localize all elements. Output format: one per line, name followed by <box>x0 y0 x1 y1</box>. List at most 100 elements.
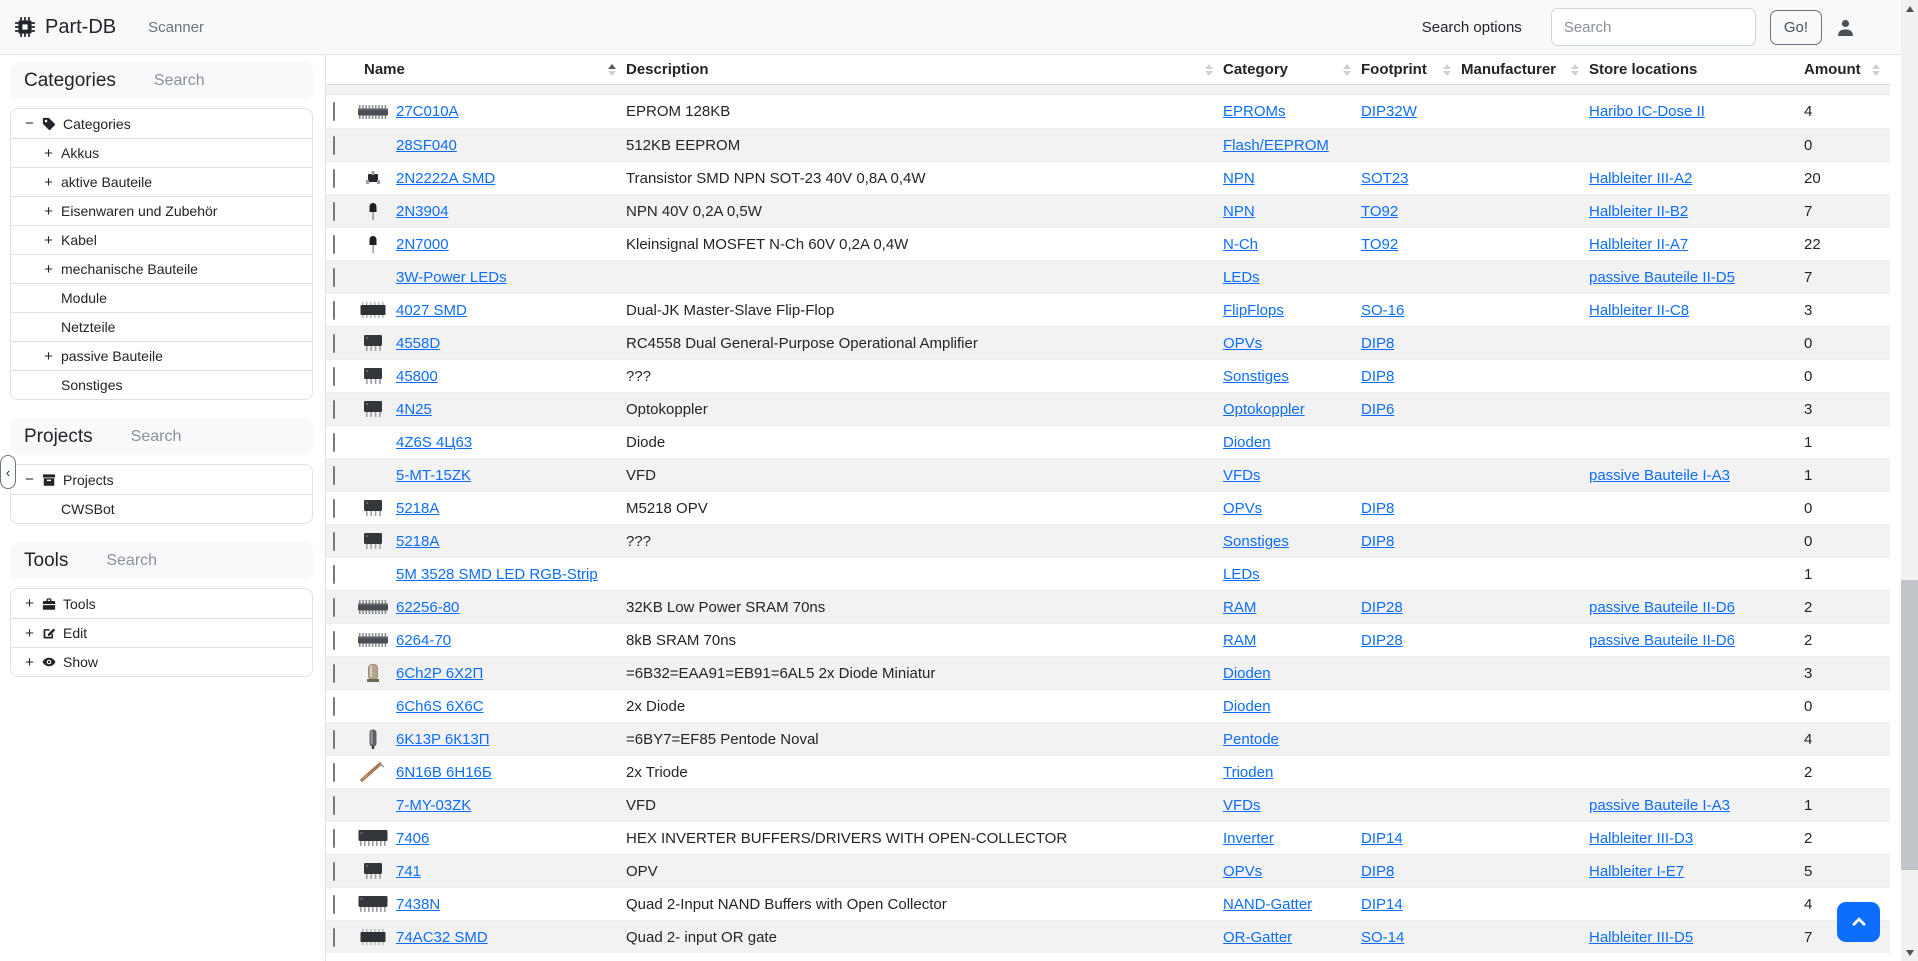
store-location-link[interactable]: Halbleiter I-E7 <box>1589 862 1685 880</box>
category-link[interactable]: OPVs <box>1223 499 1263 517</box>
part-name-link[interactable]: 7-MY-03ZK <box>396 796 472 814</box>
go-button[interactable]: Go! <box>1769 9 1822 45</box>
footprint-link[interactable]: DIP8 <box>1361 334 1395 352</box>
store-location-link[interactable]: passive Bauteile II-D6 <box>1589 598 1735 616</box>
row-checkbox[interactable] <box>333 630 335 650</box>
part-thumbnail[interactable] <box>354 327 396 359</box>
part-name-link[interactable]: 4027 SMD <box>396 301 467 319</box>
store-location-link[interactable]: Halbleiter II-B2 <box>1589 202 1689 220</box>
column-header-footprint[interactable]: Footprint <box>1361 55 1461 84</box>
category-link[interactable]: LEDs <box>1223 565 1260 583</box>
part-thumbnail[interactable] <box>354 195 396 227</box>
row-checkbox[interactable] <box>333 135 335 155</box>
category-link[interactable]: Trioden <box>1223 763 1274 781</box>
categories-search-input[interactable] <box>151 70 262 91</box>
row-checkbox[interactable] <box>333 696 335 716</box>
part-thumbnail[interactable] <box>354 525 396 557</box>
part-name-link[interactable]: 741 <box>396 862 422 880</box>
category-link[interactable]: RAM <box>1223 631 1257 649</box>
footprint-link[interactable]: SO-14 <box>1361 928 1405 946</box>
page-scrollbar[interactable] <box>1901 0 1918 961</box>
part-thumbnail[interactable] <box>354 162 396 194</box>
search-options-dropdown[interactable]: Search options <box>1422 19 1537 36</box>
part-thumbnail[interactable] <box>354 723 396 755</box>
collapse-toggle-icon[interactable]: − <box>25 471 34 488</box>
tree-item-sonstiges[interactable]: Sonstiges <box>11 370 312 399</box>
part-name-link[interactable]: 4Z6S 4Ц63 <box>396 433 473 451</box>
row-checkbox[interactable] <box>333 927 335 947</box>
part-name-link[interactable]: 2N2222A SMD <box>396 169 496 187</box>
row-checkbox[interactable] <box>333 432 335 452</box>
part-name-link[interactable]: 45800 <box>396 367 438 385</box>
category-link[interactable]: FlipFlops <box>1223 301 1284 319</box>
store-location-link[interactable]: Halbleiter III-D3 <box>1589 829 1694 847</box>
search-input[interactable] <box>1550 8 1756 46</box>
tree-item-tools[interactable]: + Tools <box>11 589 312 618</box>
store-location-link[interactable]: Halbleiter III-D5 <box>1589 928 1694 946</box>
part-name-link[interactable]: 6K13P 6К13П <box>396 730 490 748</box>
part-name-link[interactable]: 4N25 <box>396 400 432 418</box>
category-link[interactable]: VFDs <box>1223 466 1261 484</box>
category-link[interactable]: RAM <box>1223 598 1257 616</box>
scrollbar-thumb[interactable] <box>1901 580 1918 870</box>
part-name-link[interactable]: 6Ch6S 6X6C <box>396 697 484 715</box>
tree-item-module[interactable]: Module <box>11 283 312 312</box>
part-thumbnail[interactable] <box>354 591 396 623</box>
tree-item-cwsbot[interactable]: CWSBot <box>11 494 312 523</box>
footprint-link[interactable]: DIP32W <box>1361 103 1417 120</box>
category-link[interactable]: Pentode <box>1223 730 1279 748</box>
part-thumbnail[interactable] <box>354 294 396 326</box>
store-location-link[interactable]: passive Bauteile I-A3 <box>1589 466 1730 484</box>
category-link[interactable]: Inverter <box>1223 829 1274 847</box>
part-thumbnail[interactable] <box>354 95 396 128</box>
part-name-link[interactable]: 28SF040 <box>396 136 457 154</box>
column-header-category[interactable]: Category <box>1223 55 1361 84</box>
category-link[interactable]: OR-Gatter <box>1223 928 1293 946</box>
part-name-link[interactable]: 4558D <box>396 334 441 352</box>
categories-dropdown[interactable]: Categories <box>24 70 132 92</box>
footprint-link[interactable]: DIP6 <box>1361 400 1395 418</box>
expand-toggle-icon[interactable]: + <box>25 624 34 642</box>
category-link[interactable]: OPVs <box>1223 334 1263 352</box>
expand-toggle-icon[interactable]: + <box>44 144 53 162</box>
scrollbar-down-arrow[interactable] <box>1901 944 1918 961</box>
tree-item-edit[interactable]: + Edit <box>11 618 312 647</box>
part-name-link[interactable]: 6N16B 6Н16Б <box>396 763 492 781</box>
row-checkbox[interactable] <box>333 531 335 551</box>
category-link[interactable]: Optokoppler <box>1223 400 1305 418</box>
part-name-link[interactable]: 5218A <box>396 532 440 550</box>
expand-toggle-icon[interactable]: + <box>44 231 53 249</box>
user-menu[interactable] <box>1836 18 1871 37</box>
expand-toggle-icon[interactable]: + <box>25 653 34 671</box>
tree-item-mechanische-bauteile[interactable]: + mechanische Bauteile <box>11 254 312 283</box>
category-link[interactable]: Dioden <box>1223 433 1271 451</box>
part-name-link[interactable]: 7438N <box>396 895 441 913</box>
category-link[interactable]: VFDs <box>1223 796 1261 814</box>
tree-item-projects[interactable]: − Projects <box>11 465 312 494</box>
expand-toggle-icon[interactable]: + <box>25 595 34 612</box>
row-checkbox[interactable] <box>333 729 335 749</box>
part-thumbnail[interactable] <box>354 228 396 260</box>
store-location-link[interactable]: passive Bauteile II-D5 <box>1589 268 1735 286</box>
category-link[interactable]: OPVs <box>1223 862 1263 880</box>
row-checkbox[interactable] <box>333 828 335 848</box>
tree-item-akkus[interactable]: + Akkus <box>11 138 312 167</box>
row-checkbox[interactable] <box>333 894 335 914</box>
expand-toggle-icon[interactable]: + <box>44 173 53 191</box>
row-checkbox[interactable] <box>333 201 335 221</box>
part-name-link[interactable]: 6264-70 <box>396 631 452 649</box>
part-name-link[interactable]: 2N3904 <box>396 202 449 220</box>
category-link[interactable]: LEDs <box>1223 268 1260 286</box>
row-checkbox[interactable] <box>333 102 335 121</box>
part-thumbnail[interactable] <box>354 921 396 953</box>
part-thumbnail[interactable] <box>354 822 396 854</box>
part-thumbnail[interactable] <box>354 657 396 689</box>
tools-dropdown[interactable]: Tools <box>24 550 84 572</box>
row-checkbox[interactable] <box>333 267 335 287</box>
expand-toggle-icon[interactable]: + <box>44 260 53 278</box>
category-link[interactable]: Sonstiges <box>1223 367 1289 385</box>
footprint-link[interactable]: TO92 <box>1361 235 1399 253</box>
projects-dropdown[interactable]: Projects <box>24 426 109 448</box>
part-thumbnail[interactable] <box>354 855 396 887</box>
row-checkbox[interactable] <box>333 465 335 485</box>
